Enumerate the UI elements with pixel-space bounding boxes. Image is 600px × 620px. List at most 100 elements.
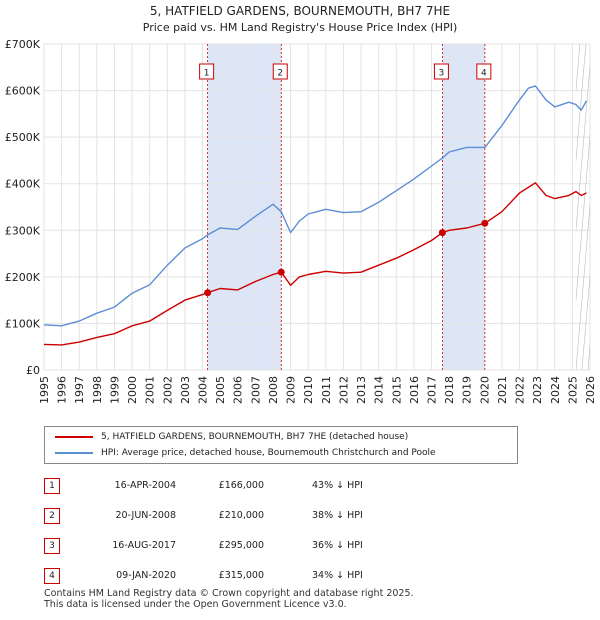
sale-marker-number: 4	[481, 69, 487, 79]
legend: 5, HATFIELD GARDENS, BOURNEMOUTH, BH7 7H…	[44, 426, 518, 464]
legend-label-hpi: HPI: Average price, detached house, Bour…	[101, 448, 436, 458]
sale-marker-box	[199, 63, 215, 80]
sale-point	[438, 229, 446, 237]
sale-date: 16-APR-2004	[114, 480, 176, 491]
sale-point	[277, 268, 285, 276]
hatch-stroke	[540, 44, 568, 370]
shaded-period	[207, 44, 282, 370]
chart-subtitle: Price paid vs. HM Land Registry's House …	[143, 21, 458, 34]
sale-marker-number: 2	[277, 69, 283, 79]
legend-swatch-property	[55, 436, 93, 438]
hatch-stroke	[575, 202, 590, 370]
x-tick-label: 2007	[249, 376, 262, 404]
sale-price: £295,000	[218, 540, 264, 551]
x-tick-label: 2003	[179, 376, 192, 404]
sale-row: 4 09-JAN-2020 £315,000 34% ↓ HPI	[44, 568, 464, 586]
x-tick-label: 2014	[373, 376, 386, 404]
hatch-stroke	[575, 132, 590, 304]
hatch-stroke	[402, 44, 430, 370]
x-tick-label: 2010	[302, 376, 315, 404]
y-tick-label: £700K	[5, 38, 41, 51]
y-tick-label: £100K	[5, 317, 41, 330]
series-property-line	[43, 182, 587, 346]
x-tick-label: 2004	[197, 376, 210, 404]
sale-row: 1 16-APR-2004 £166,000 43% ↓ HPI	[44, 478, 464, 496]
sale-point	[481, 219, 489, 227]
y-tick-label: £400K	[5, 178, 41, 191]
series-hpi-line	[43, 85, 588, 327]
sale-marker-number: 1	[204, 69, 210, 79]
sale-hpi-delta: 36% ↓ HPI	[312, 540, 363, 551]
x-tick-label: 2000	[126, 376, 139, 404]
x-tick-label: 2015	[390, 376, 403, 404]
legend-swatch-hpi	[55, 452, 93, 454]
footer-licence: This data is licensed under the Open Gov…	[44, 599, 347, 610]
x-tick-label: 2016	[408, 376, 421, 404]
sale-hpi-delta: 38% ↓ HPI	[312, 510, 363, 521]
legend-item-hpi: HPI: Average price, detached house, Bour…	[45, 445, 517, 461]
sale-number-badge: 1	[44, 478, 60, 494]
price-chart: 5, HATFIELD GARDENS, BOURNEMOUTH, BH7 7H…	[5, 4, 600, 404]
footer-copyright: Contains HM Land Registry data © Crown c…	[44, 588, 414, 599]
sale-point	[204, 289, 212, 297]
x-tick-label: 2021	[496, 376, 509, 404]
sale-row: 3 16-AUG-2017 £295,000 36% ↓ HPI	[44, 538, 464, 556]
x-tick-label: 2024	[549, 376, 562, 404]
x-tick-label: 2008	[267, 376, 280, 404]
hatch-stroke	[581, 272, 590, 370]
sale-date: 20-JUN-2008	[115, 510, 176, 521]
hatch-stroke	[575, 62, 590, 234]
x-tick-label: 2013	[355, 376, 368, 404]
sale-price: £166,000	[218, 480, 264, 491]
sale-marker-box	[272, 63, 288, 80]
sale-date: 16-AUG-2017	[112, 540, 176, 551]
x-tick-label: 1999	[108, 376, 121, 404]
chart-title: 5, HATFIELD GARDENS, BOURNEMOUTH, BH7 7H…	[150, 4, 450, 18]
legend-item-property: 5, HATFIELD GARDENS, BOURNEMOUTH, BH7 7H…	[45, 429, 517, 445]
y-tick-label: £200K	[5, 271, 41, 284]
x-tick-label: 2002	[161, 376, 174, 404]
x-tick-label: 2025	[566, 376, 579, 404]
footer: Contains HM Land Registry data © Crown c…	[44, 588, 414, 610]
x-tick-label: 2011	[320, 376, 333, 404]
hatch-stroke	[594, 44, 600, 370]
y-tick-label: £0	[26, 364, 40, 377]
hatch-stroke	[510, 44, 538, 370]
hatch-stroke	[516, 44, 544, 370]
sale-number-badge: 4	[44, 568, 60, 584]
x-tick-label: 1998	[91, 376, 104, 404]
x-tick-label: 2019	[461, 376, 474, 404]
sale-marker-box	[476, 63, 492, 80]
hatch-stroke	[528, 44, 556, 370]
sale-marker-number: 3	[439, 69, 445, 79]
x-tick-label: 2009	[285, 376, 298, 404]
hatch-stroke	[575, 44, 587, 164]
hatch-stroke	[522, 44, 550, 370]
x-tick-label: 2018	[443, 376, 456, 404]
hatch-stroke	[396, 44, 424, 370]
legend-label-property: 5, HATFIELD GARDENS, BOURNEMOUTH, BH7 7H…	[101, 432, 409, 442]
x-tick-label: 2001	[144, 376, 157, 404]
sale-date: 09-JAN-2020	[116, 570, 176, 581]
sale-number-badge: 3	[44, 538, 60, 554]
x-tick-label: 2012	[337, 376, 350, 404]
hatch-stroke	[414, 44, 442, 370]
hatch-stroke	[534, 44, 562, 370]
x-tick-label: 1997	[73, 376, 86, 404]
x-tick-label: 2022	[514, 376, 527, 404]
hatch-stroke	[575, 44, 581, 95]
sale-hpi-delta: 34% ↓ HPI	[312, 570, 363, 581]
sale-number-badge: 2	[44, 508, 60, 524]
x-tick-label: 2026	[584, 376, 597, 404]
sale-hpi-delta: 43% ↓ HPI	[312, 480, 363, 491]
sale-marker-box	[433, 63, 449, 80]
hatch-stroke	[504, 44, 532, 370]
y-tick-label: £300K	[5, 224, 41, 237]
y-tick-label: £500K	[5, 131, 41, 144]
x-tick-label: 2005	[214, 376, 227, 404]
x-tick-label: 2017	[425, 376, 438, 404]
x-tick-label: 2006	[232, 376, 245, 404]
x-tick-label: 2020	[478, 376, 491, 404]
hatch-stroke	[546, 44, 574, 370]
y-tick-label: £600K	[5, 85, 41, 98]
